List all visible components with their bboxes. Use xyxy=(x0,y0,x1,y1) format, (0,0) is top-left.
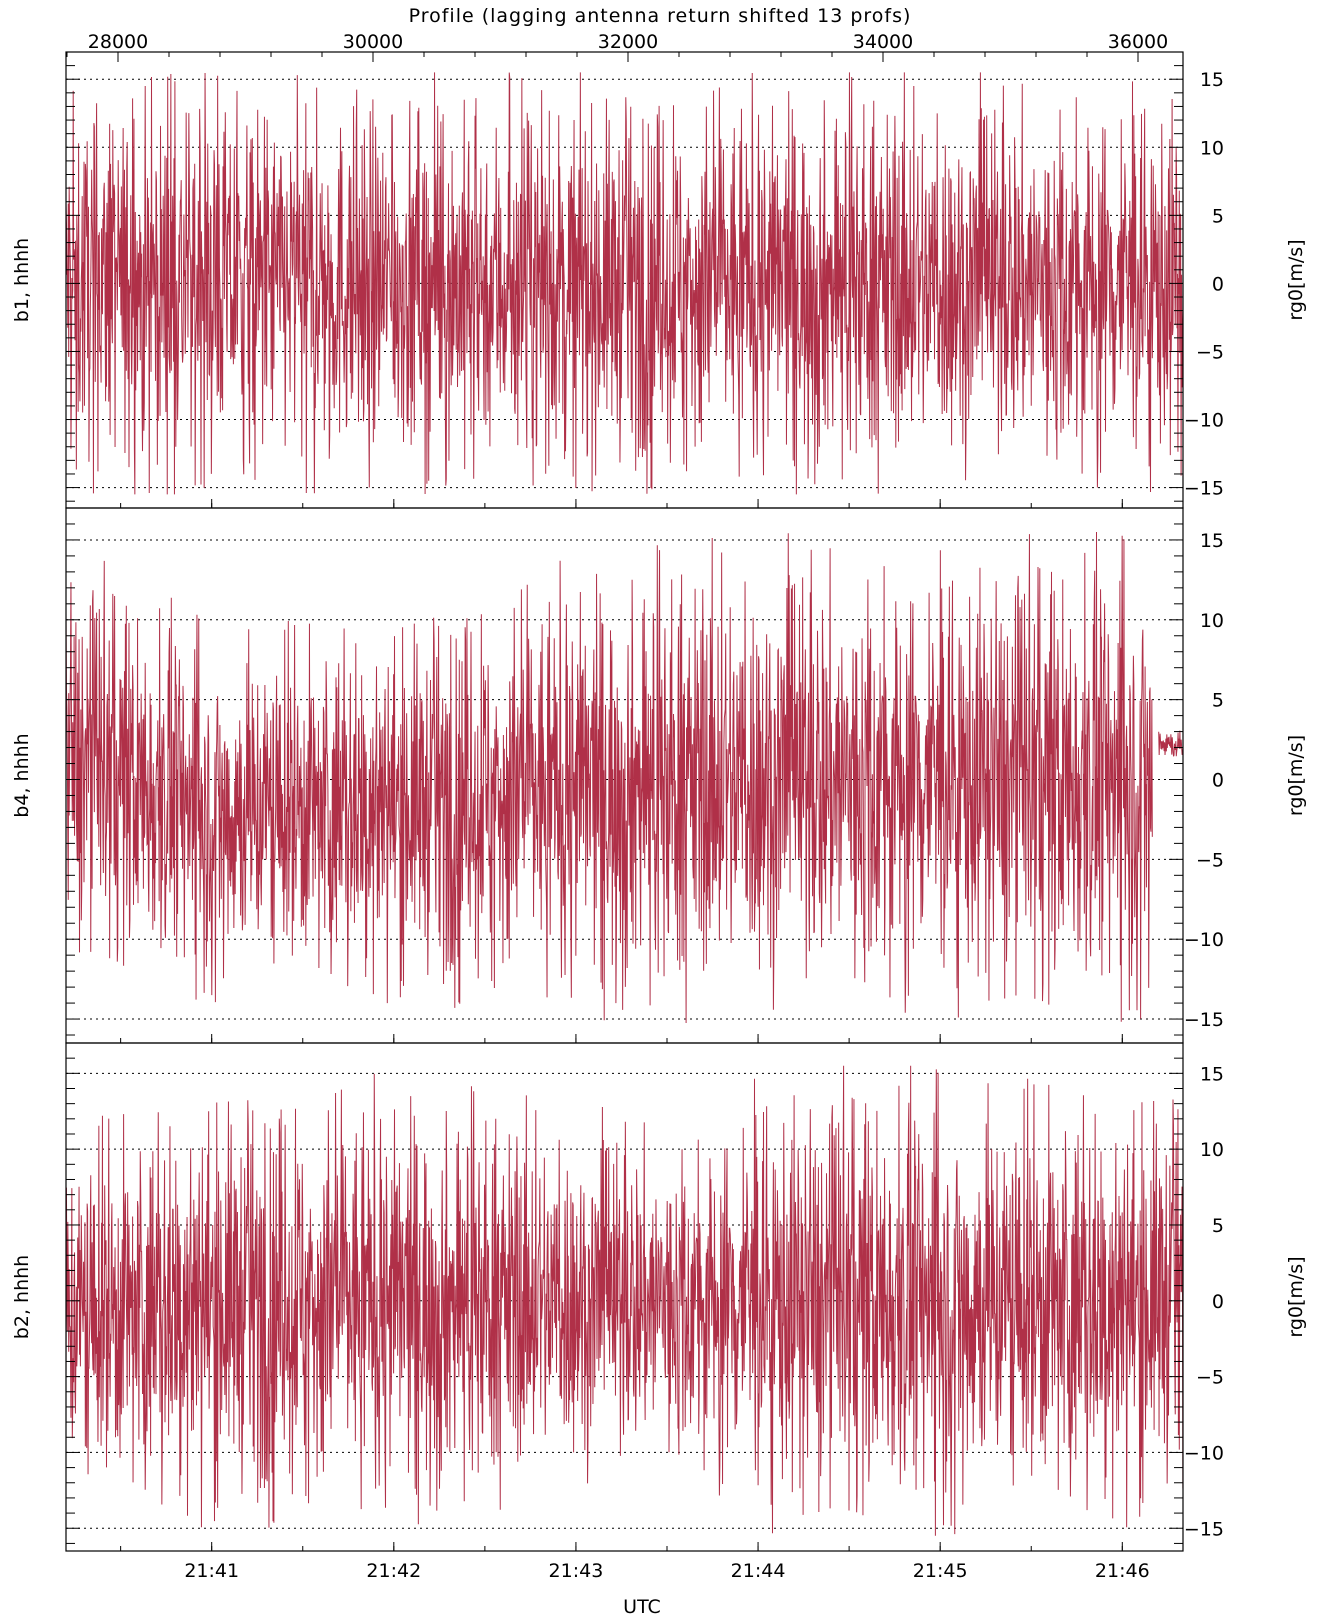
y-tick-label: 5 xyxy=(1212,1215,1224,1237)
y-tick-label: 15 xyxy=(1200,69,1224,91)
y-tick-label: 0 xyxy=(1212,1291,1224,1313)
y-tick-label: 10 xyxy=(1200,137,1224,159)
utc-tick-labels: 21:41 21:42 21:43 21:44 21:45 21:46 xyxy=(184,1560,1149,1582)
trace-b1 xyxy=(66,72,1183,495)
y-tick-label: 10 xyxy=(1200,610,1224,632)
y-tick-label: −10 xyxy=(1184,1442,1224,1464)
y-tick-label: 0 xyxy=(1212,769,1224,791)
utc-tick-label: 21:46 xyxy=(1095,1560,1150,1582)
y-label-left: b2, hhhh xyxy=(11,1255,33,1339)
utc-tick-label: 21:43 xyxy=(549,1560,604,1582)
y-tick-label: 15 xyxy=(1200,1063,1224,1085)
profile-tick-label: 30000 xyxy=(343,31,403,53)
y-tick-label: −10 xyxy=(1184,929,1224,951)
y-tick-label: −15 xyxy=(1184,1518,1224,1540)
panel-b4: −15 −10 −5 0 5 10 15 b4, hhhh rg0[m/s] xyxy=(11,507,1307,1044)
panel-b1: −15 −10 −5 0 5 10 15 b1, hhhh rg0[m/s] xyxy=(11,51,1307,509)
panels: −15 −10 −5 0 5 10 15 b1, hhhh rg0[m/s] −15 −10 −5 0 5… xyxy=(11,51,1307,1552)
y-tick-label: −5 xyxy=(1196,849,1224,871)
y-label-left: b4, hhhh xyxy=(11,733,33,817)
trace-b4 xyxy=(66,531,1183,1024)
profile-tick-label: 28000 xyxy=(88,31,148,53)
utc-tick-label: 21:45 xyxy=(913,1560,968,1582)
y-label-right: rg0[m/s] xyxy=(1285,239,1307,320)
y-tick-label: 5 xyxy=(1212,690,1224,712)
profile-tick-label: 32000 xyxy=(598,31,658,53)
y-tick-label: 5 xyxy=(1212,205,1224,227)
utc-tick-label: 21:42 xyxy=(366,1560,421,1582)
y-label-left: b1, hhhh xyxy=(11,238,33,322)
profile-tick-label: 36000 xyxy=(1108,31,1168,53)
y-tick-label: −15 xyxy=(1184,478,1224,500)
y-tick-label: 15 xyxy=(1200,530,1224,552)
top-axis-label: Profile (lagging antenna return shifted … xyxy=(409,5,912,27)
y-tick-label: −5 xyxy=(1196,341,1224,363)
profile-tick-label: 34000 xyxy=(853,31,913,53)
plot-frame xyxy=(65,1042,1184,1552)
y-label-right: rg0[m/s] xyxy=(1285,1256,1307,1337)
y-tick-label: −10 xyxy=(1184,410,1224,432)
utc-tick-label: 21:44 xyxy=(731,1560,786,1582)
y-tick-label: 0 xyxy=(1212,273,1224,295)
panel-b2: −15 −10 −5 0 5 10 15 b2, hhhh rg0[m/s] xyxy=(11,1042,1307,1552)
y-tick-label: 10 xyxy=(1200,1139,1224,1161)
y-tick-label: −15 xyxy=(1184,1009,1224,1031)
bottom-axis-label: UTC xyxy=(623,1596,661,1618)
profile-tick-labels: 28000 30000 32000 34000 36000 xyxy=(66,31,1168,62)
utc-tick-label: 21:41 xyxy=(184,1560,239,1582)
trace-b2 xyxy=(66,1065,1183,1536)
y-tick-label: −5 xyxy=(1196,1367,1224,1389)
y-label-right: rg0[m/s] xyxy=(1285,735,1307,816)
